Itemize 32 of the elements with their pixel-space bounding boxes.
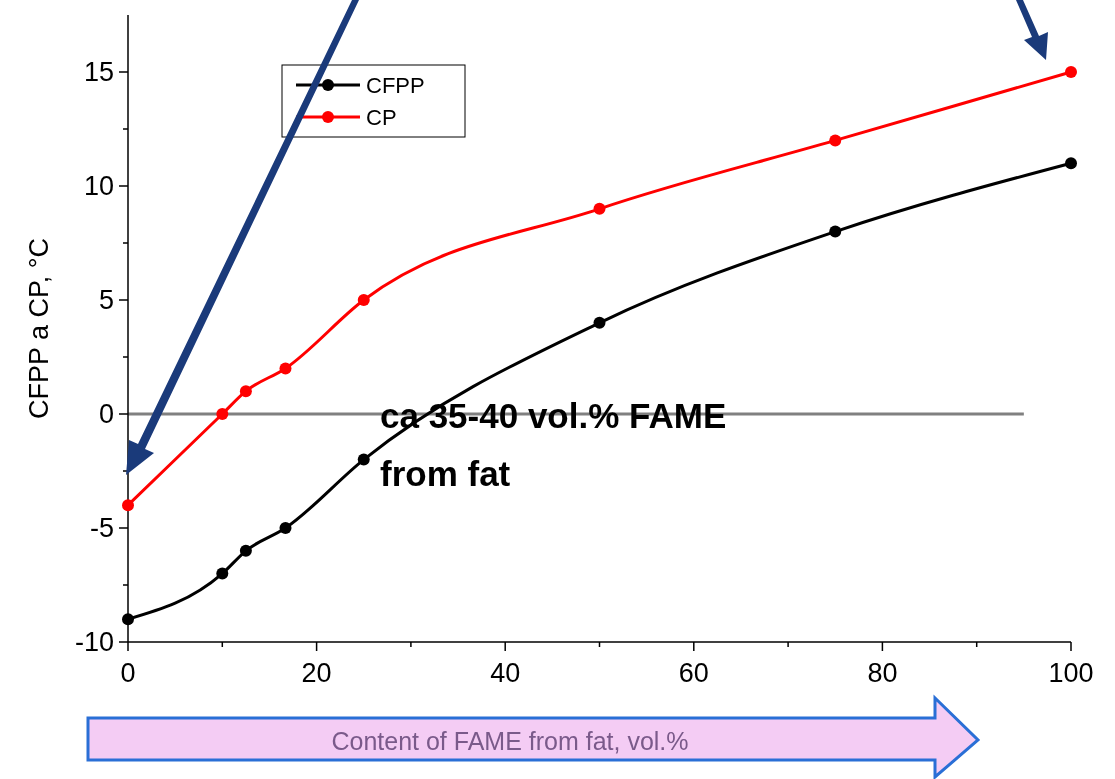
point [216, 567, 229, 580]
y-tick-label: 10 [83, 171, 114, 202]
y-axis-title: CFPP a CP, °C [24, 238, 54, 419]
point [357, 453, 370, 466]
x-tick-label: 40 [490, 658, 521, 688]
x-tick-label: 100 [1048, 658, 1094, 688]
x-tick-label: 80 [867, 658, 898, 688]
point [829, 134, 842, 147]
point [216, 408, 229, 420]
point [593, 202, 606, 215]
y-tick-label: -10 [74, 627, 114, 658]
point [122, 613, 134, 626]
point [593, 316, 606, 329]
y-tick-label: -5 [89, 513, 114, 544]
y-tick-label: 15 [83, 57, 114, 88]
x-axis-title: Content of FAME from fat, vol.% [331, 727, 689, 755]
x-tick-label: 0 [120, 658, 136, 688]
y-tick-label: 0 [98, 399, 114, 430]
point [279, 362, 292, 375]
point [239, 544, 252, 557]
point [279, 522, 292, 534]
point [122, 499, 134, 512]
point [829, 225, 842, 238]
x-tick-label: 20 [301, 658, 332, 688]
legend-label: CFPP [366, 72, 425, 98]
point [1065, 66, 1077, 78]
point [357, 294, 370, 306]
point [239, 385, 252, 398]
y-tick-label: 5 [98, 285, 114, 316]
legend-label: CP [366, 104, 397, 130]
x-tick-label: 60 [678, 658, 709, 688]
point [1065, 157, 1077, 170]
